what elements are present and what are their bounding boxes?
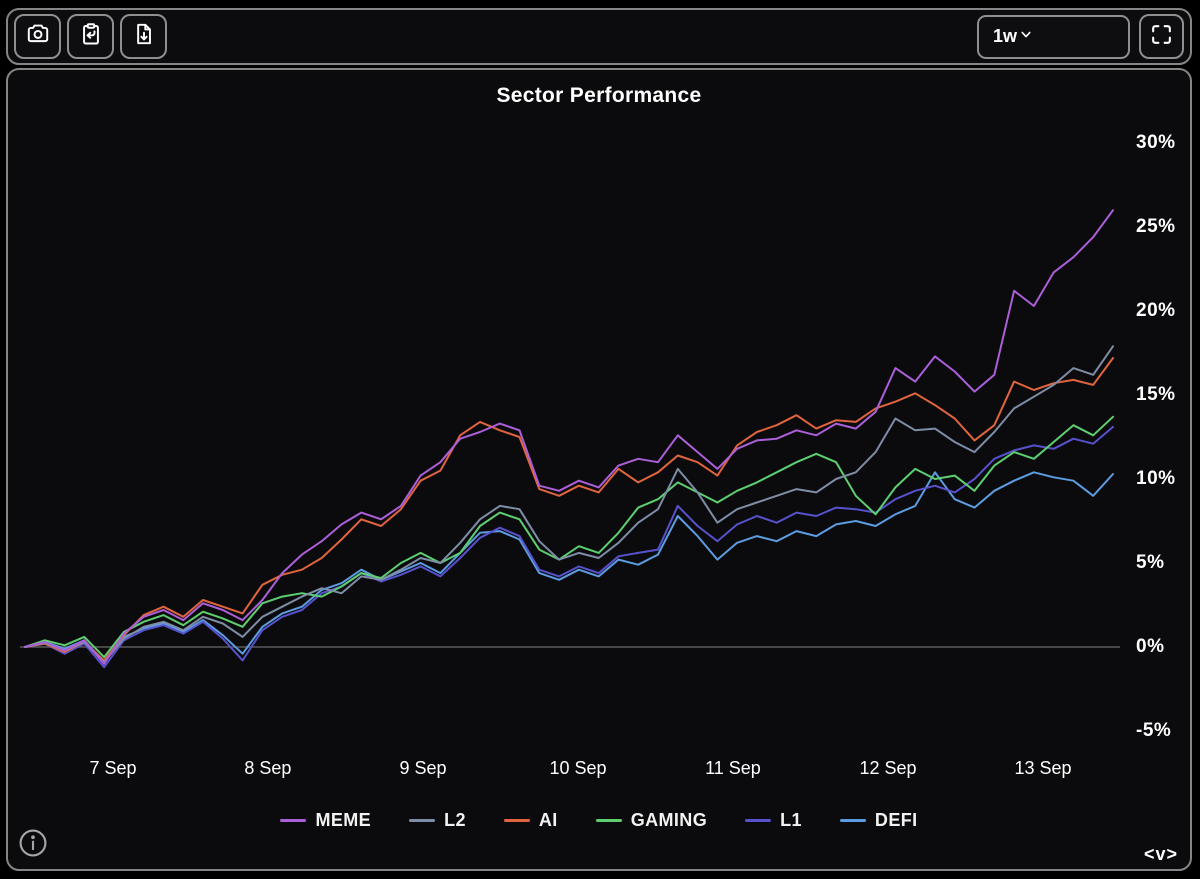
legend-label: DEFI — [874, 810, 918, 830]
line-chart-plot[interactable] — [8, 70, 1190, 869]
line-L2[interactable] — [24, 345, 1114, 664]
y-axis-tick: 25% — [1136, 216, 1176, 237]
legend-label: GAMING — [630, 810, 708, 830]
legend-item-GAMING[interactable]: GAMING — [595, 810, 708, 831]
chart-title: Sector Performance — [496, 84, 702, 107]
legend-item-L2[interactable]: L2 — [409, 810, 466, 831]
legend-item-AI[interactable]: AI — [503, 810, 558, 831]
chart-legend: MEME L2 AI GAMING L1 DEFI — [8, 810, 1190, 831]
legend-label: MEME — [315, 810, 372, 830]
legend-label: L1 — [780, 810, 802, 830]
legend-label: L2 — [444, 810, 466, 830]
fullscreen-icon — [1149, 22, 1174, 52]
x-axis-tick: 12 Sep — [859, 758, 917, 778]
legend-item-MEME[interactable]: MEME — [280, 810, 371, 831]
y-axis-tick: 20% — [1136, 300, 1176, 321]
screenshot-button[interactable] — [14, 14, 61, 59]
legend-label: AI — [538, 810, 558, 830]
legend-swatch — [409, 819, 436, 822]
chevron-down-icon — [1017, 25, 1035, 48]
line-DEFI[interactable] — [24, 471, 1114, 664]
x-axis-tick: 7 Sep — [89, 758, 137, 778]
legend-swatch — [745, 819, 772, 822]
line-AI[interactable] — [24, 357, 1114, 662]
y-axis-tick: 30% — [1136, 132, 1176, 153]
camera-icon — [25, 21, 51, 52]
y-axis-tick: 5% — [1136, 552, 1165, 573]
x-axis-tick: 9 Sep — [399, 758, 447, 778]
legend-item-L1[interactable]: L1 — [745, 810, 802, 831]
chart-panel: Sector Performance 30% 25% 20% 15% 10% 5% 0% -5… — [6, 68, 1192, 871]
x-axis-tick: 11 Sep — [705, 758, 761, 778]
x-axis-tick: 13 Sep — [1014, 758, 1072, 778]
legend-swatch — [503, 819, 530, 822]
toolbar: 1w — [6, 8, 1192, 65]
y-axis-tick: -5% — [1136, 720, 1172, 741]
export-button[interactable] — [120, 14, 167, 59]
timeframe-select[interactable]: 1w — [977, 14, 1130, 59]
brand-logo: <v> — [1143, 844, 1178, 864]
y-axis-tick: 0% — [1136, 636, 1165, 657]
info-icon — [17, 829, 49, 863]
line-GAMING[interactable] — [24, 415, 1114, 659]
info-button[interactable] — [17, 827, 49, 859]
file-download-icon — [131, 21, 157, 52]
legend-swatch — [595, 819, 622, 822]
copy-button[interactable] — [67, 14, 114, 59]
legend-swatch — [839, 819, 866, 822]
x-axis-tick: 8 Sep — [244, 758, 292, 778]
line-L1[interactable] — [24, 425, 1114, 669]
x-axis-tick: 10 Sep — [549, 758, 607, 778]
timeframe-value: 1w — [993, 26, 1018, 46]
toolbar-right-group: 1w — [977, 14, 1184, 59]
legend-swatch — [280, 819, 307, 822]
y-axis-tick: 10% — [1136, 468, 1176, 489]
clipboard-arrow-icon — [78, 21, 104, 52]
toolbar-left-group — [14, 14, 167, 59]
line-MEME[interactable] — [24, 209, 1114, 665]
fullscreen-button[interactable] — [1139, 14, 1184, 59]
y-axis-tick: 15% — [1136, 384, 1176, 405]
legend-item-DEFI[interactable]: DEFI — [839, 810, 918, 831]
